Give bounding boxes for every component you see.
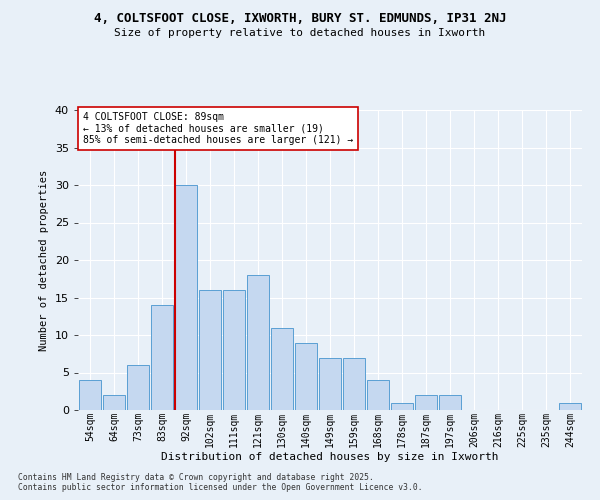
- Bar: [199, 290, 221, 410]
- Text: 4 COLTSFOOT CLOSE: 89sqm
← 13% of detached houses are smaller (19)
85% of semi-d: 4 COLTSFOOT CLOSE: 89sqm ← 13% of detach…: [83, 112, 353, 144]
- Bar: [247, 275, 269, 410]
- Bar: [127, 365, 149, 410]
- Bar: [151, 305, 173, 410]
- Bar: [559, 402, 581, 410]
- Bar: [223, 290, 245, 410]
- Y-axis label: Number of detached properties: Number of detached properties: [39, 170, 49, 350]
- Text: Contains HM Land Registry data © Crown copyright and database right 2025.: Contains HM Land Registry data © Crown c…: [18, 474, 374, 482]
- Text: 4, COLTSFOOT CLOSE, IXWORTH, BURY ST. EDMUNDS, IP31 2NJ: 4, COLTSFOOT CLOSE, IXWORTH, BURY ST. ED…: [94, 12, 506, 26]
- Bar: [343, 358, 365, 410]
- Bar: [271, 328, 293, 410]
- Bar: [79, 380, 101, 410]
- Bar: [439, 395, 461, 410]
- Bar: [175, 185, 197, 410]
- X-axis label: Distribution of detached houses by size in Ixworth: Distribution of detached houses by size …: [161, 452, 499, 462]
- Bar: [319, 358, 341, 410]
- Text: Contains public sector information licensed under the Open Government Licence v3: Contains public sector information licen…: [18, 484, 422, 492]
- Bar: [391, 402, 413, 410]
- Bar: [415, 395, 437, 410]
- Bar: [367, 380, 389, 410]
- Bar: [103, 395, 125, 410]
- Text: Size of property relative to detached houses in Ixworth: Size of property relative to detached ho…: [115, 28, 485, 38]
- Bar: [295, 342, 317, 410]
